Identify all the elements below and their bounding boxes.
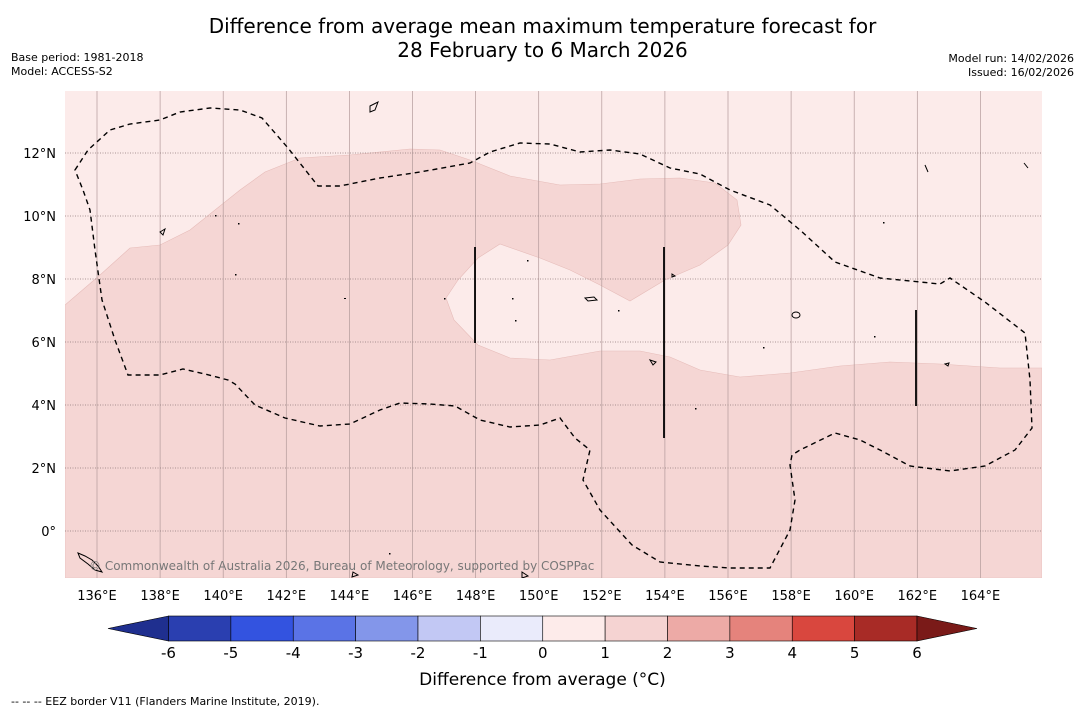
meta-right: Model run: 14/02/2026 Issued: 16/02/2026: [948, 52, 1074, 80]
y-tick-label: 8°N: [32, 273, 57, 288]
colorbar-segment: [604, 615, 668, 642]
colorbar-extend-high: [916, 615, 978, 642]
colorbar-tick-label: 1: [600, 644, 610, 662]
title-line-1: Difference from average mean maximum tem…: [208, 14, 877, 38]
footer-note: -- -- -- EEZ border V11 (Flanders Marine…: [11, 695, 320, 708]
colorbar-tick-label: -1: [473, 644, 488, 662]
colorbar-tick-label: 5: [850, 644, 860, 662]
x-tick-label: 150°E: [519, 589, 559, 604]
y-tick-label: 2°N: [32, 462, 57, 477]
issued-date: Issued: 16/02/2026: [967, 66, 1074, 79]
colorbar-tick-label: -5: [223, 644, 238, 662]
colorbar-tick-label: 0: [538, 644, 548, 662]
colorbar-segment: [791, 615, 855, 642]
colorbar-title: Difference from average (°C): [419, 670, 666, 690]
y-tick-label: 4°N: [32, 399, 57, 414]
colorbar-tick-label: 2: [663, 644, 673, 662]
y-tick-label: 10°N: [23, 210, 56, 225]
base-period: Base period: 1981-2018: [11, 51, 144, 64]
x-tick-label: 154°E: [645, 589, 685, 604]
x-tick-label: 158°E: [771, 589, 811, 604]
colorbar-segment: [417, 615, 481, 642]
x-tick-label: 152°E: [582, 589, 622, 604]
x-tick-label: 164°E: [961, 589, 1001, 604]
y-tick-label: 12°N: [23, 147, 56, 162]
y-axis-labels: 12°N 10°N 8°N 6°N 4°N 2°N 0°: [23, 147, 56, 540]
colorbar-tick-label: 3: [725, 644, 735, 662]
model-name: Model: ACCESS-S2: [11, 65, 113, 78]
map-area: © Commonwealth of Australia 2026, Bureau…: [65, 91, 1042, 578]
chart-title: Difference from average mean maximum tem…: [0, 14, 1085, 62]
eez-border: [74, 107, 1033, 569]
colorbar: -6 -5 -4 -3 -2 -1 0 1 2 3 4 5 6: [107, 615, 978, 662]
colorbar-segment: [542, 615, 606, 642]
x-tick-label: 142°E: [267, 589, 307, 604]
x-tick-label: 160°E: [834, 589, 874, 604]
vertical-markers: [474, 247, 917, 438]
copyright-text: © Commonwealth of Australia 2026, Bureau…: [89, 559, 594, 573]
meta-left: Base period: 1981-2018 Model: ACCESS-S2: [11, 51, 143, 79]
island-dots: [215, 215, 885, 555]
colorbar-segment: [168, 615, 232, 642]
colorbar-extend-low: [107, 615, 169, 642]
x-axis-labels: 136°E 138°E 140°E 142°E 144°E 146°E 148°E 150°E…: [77, 589, 1000, 604]
x-tick-label: 162°E: [898, 589, 938, 604]
x-tick-label: 156°E: [708, 589, 748, 604]
colorbar-segment: [355, 615, 419, 642]
x-tick-label: 136°E: [77, 589, 117, 604]
islands: [77, 100, 1029, 578]
model-run: Model run: 14/02/2026: [948, 52, 1074, 65]
title-line-2: 28 February to 6 March 2026: [397, 38, 688, 62]
colorbar-segment: [292, 615, 356, 642]
colorbar-tick-label: 4: [787, 644, 797, 662]
colorbar-segment: [667, 615, 731, 642]
y-tick-label: 6°N: [32, 336, 57, 351]
colorbar-tick-label: -2: [411, 644, 426, 662]
colorbar-segment: [854, 615, 918, 642]
colorbar-tick-label: 6: [912, 644, 922, 662]
y-tick-label: 0°: [41, 525, 56, 540]
colorbar-tick-label: -3: [348, 644, 363, 662]
x-tick-label: 140°E: [203, 589, 243, 604]
anomaly-region-1-2: [65, 148, 1042, 578]
x-tick-label: 148°E: [456, 589, 496, 604]
colorbar-segment: [480, 615, 544, 642]
x-tick-label: 144°E: [330, 589, 370, 604]
colorbar-tick-label: -4: [286, 644, 301, 662]
x-tick-label: 146°E: [393, 589, 433, 604]
colorbar-segment: [230, 615, 294, 642]
colorbar-tick-label: -6: [161, 644, 176, 662]
x-tick-label: 138°E: [140, 589, 180, 604]
colorbar-segment: [729, 615, 793, 642]
